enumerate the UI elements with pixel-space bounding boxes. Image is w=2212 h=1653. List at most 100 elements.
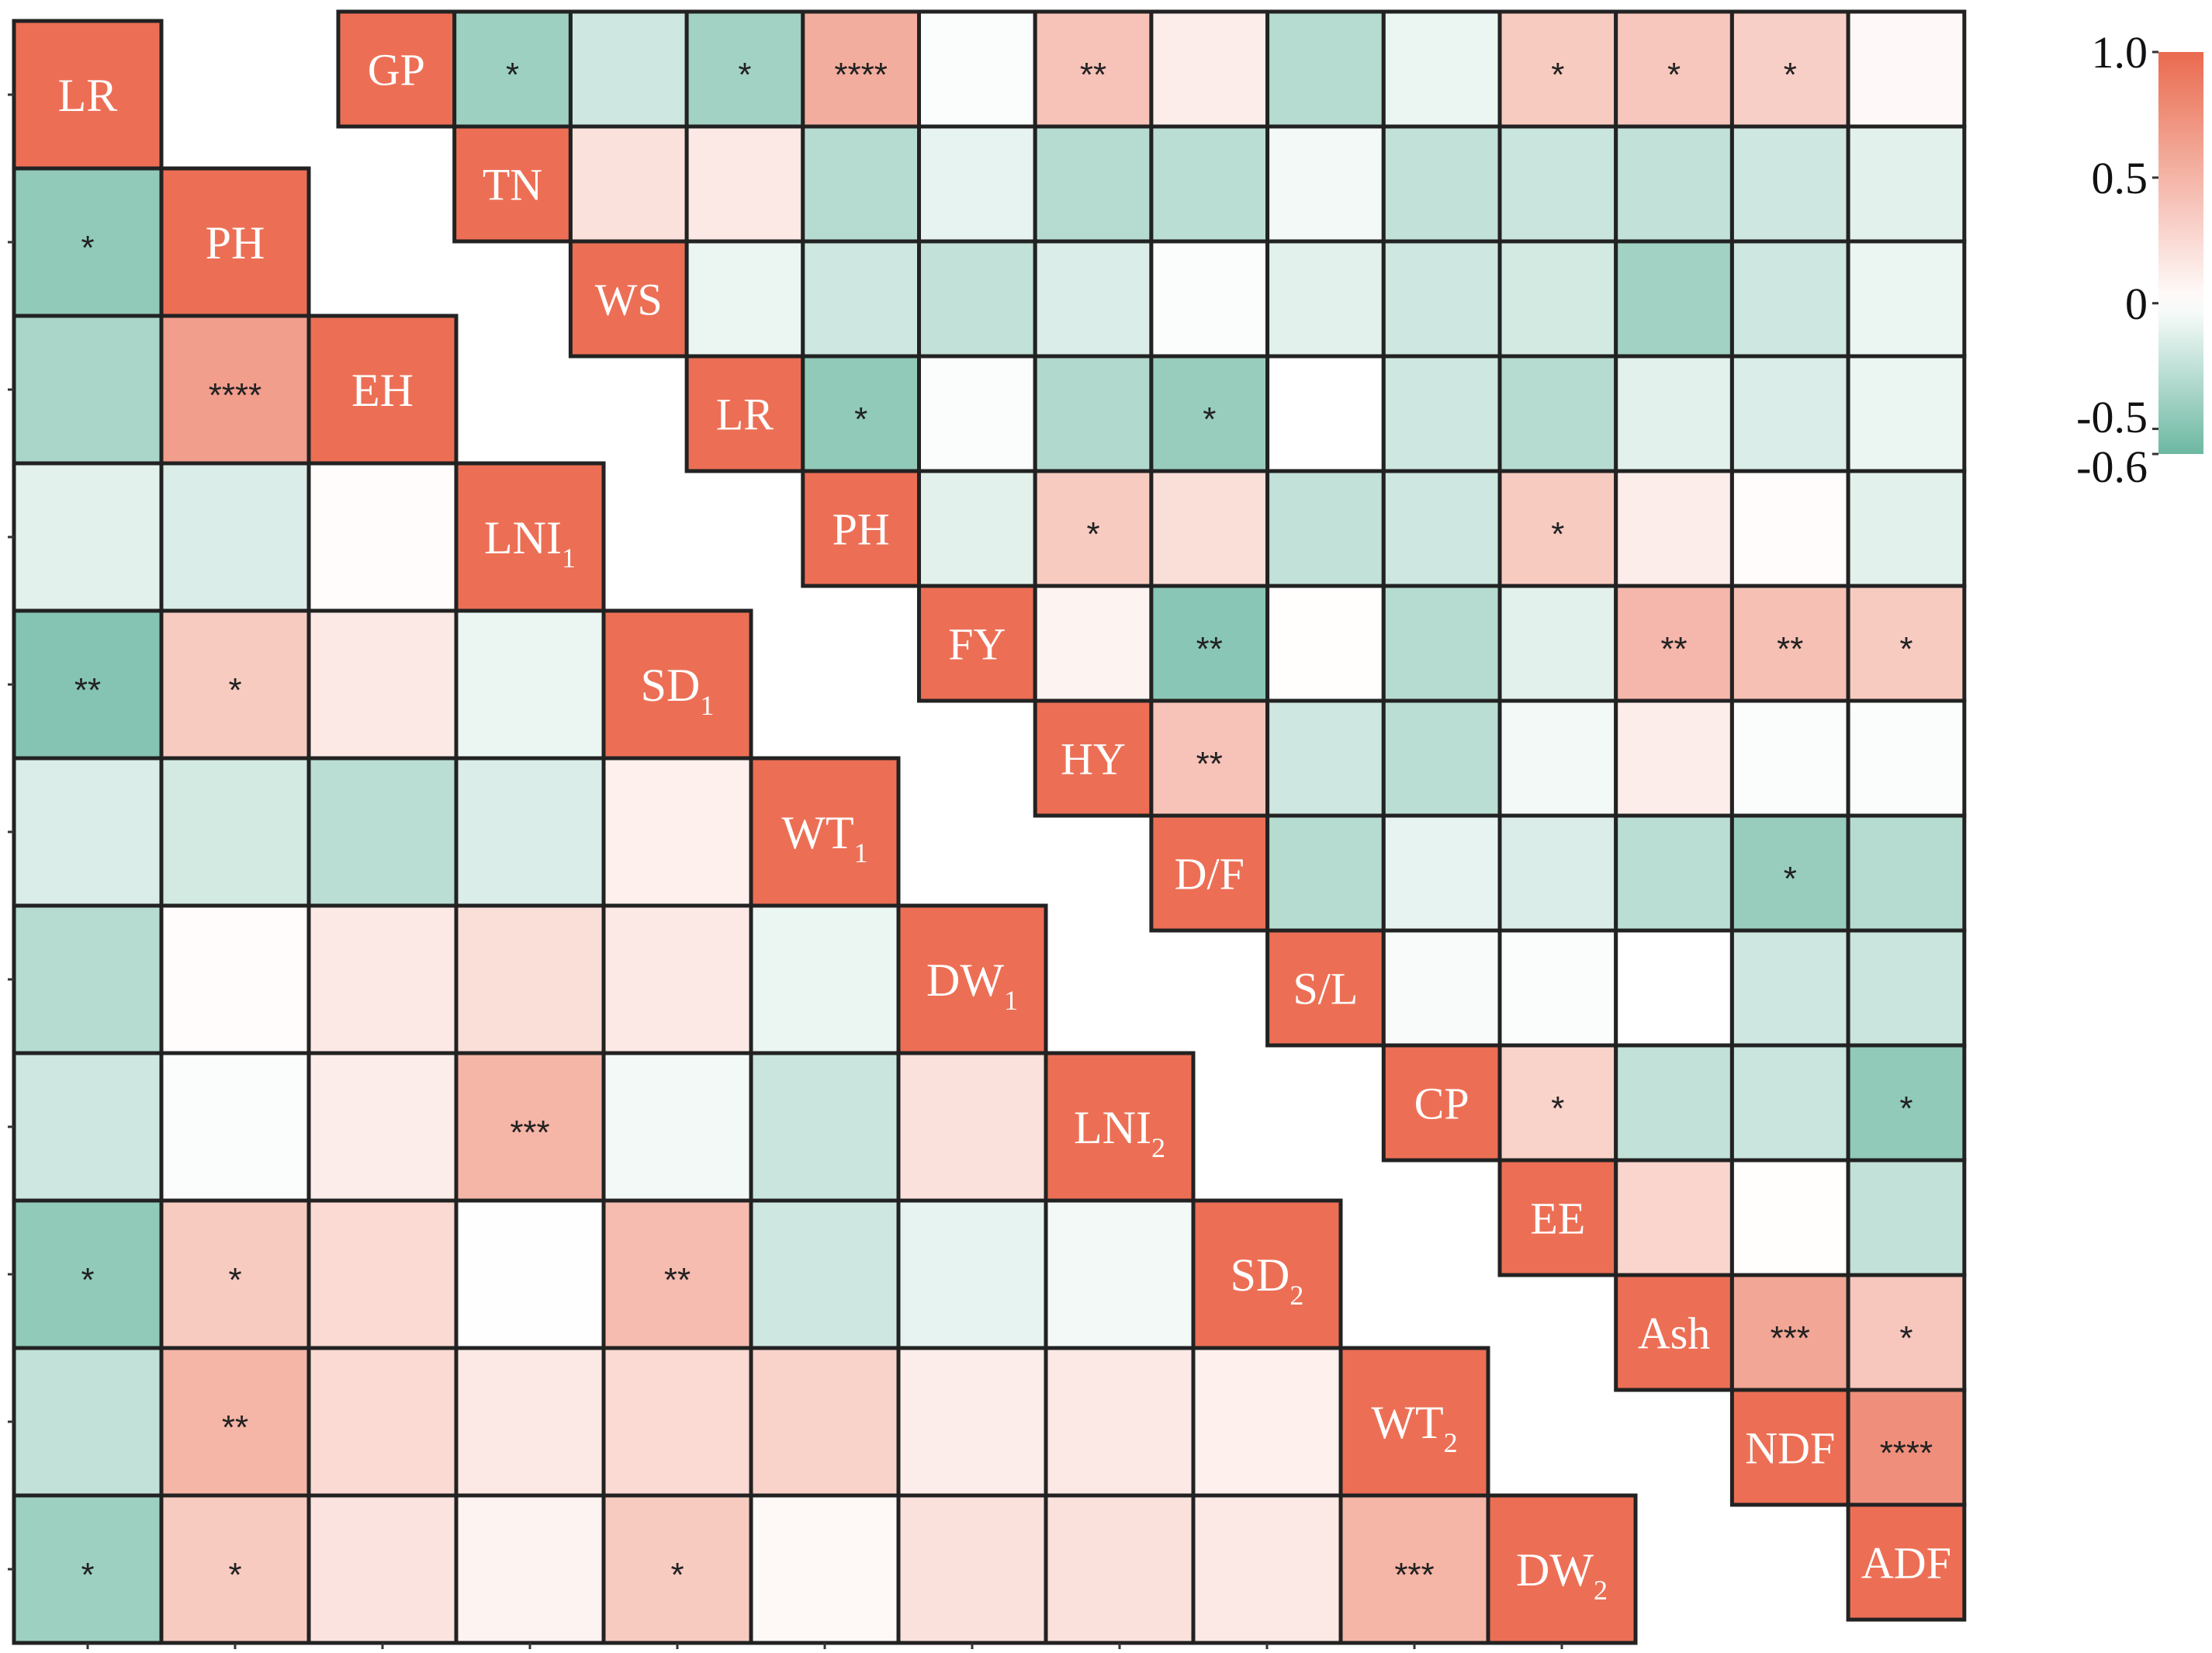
variable-label: PH [833, 504, 890, 554]
variable-label-text: EE [1530, 1193, 1585, 1243]
right-heatmap-cell [1265, 124, 1386, 244]
right-heatmap-cell [1614, 9, 1734, 129]
right-heatmap-cell [568, 9, 689, 129]
right-heatmap-cell [1149, 698, 1270, 818]
right-diagonal-cell [801, 469, 922, 588]
left-heatmap-cell [601, 1346, 753, 1498]
variable-label: Ash [1638, 1308, 1710, 1358]
significance-mark: * [738, 56, 751, 94]
left-heatmap-cell [454, 1198, 606, 1350]
left-heatmap-cell [159, 461, 311, 613]
variable-label-text: DW [926, 955, 1004, 1006]
right-heatmap-cell [801, 239, 922, 359]
right-heatmap-cell [917, 354, 1037, 473]
left-heatmap-cell [1191, 1493, 1343, 1645]
variable-label-text: ADF [1861, 1537, 1951, 1588]
right-heatmap-cell [1729, 928, 1850, 1048]
significance-mark: *** [510, 1114, 549, 1152]
right-heatmap-cell [1381, 469, 1502, 588]
significance-mark: **** [1880, 1434, 1933, 1472]
significance-mark: ** [74, 671, 101, 709]
right-heatmap-cell [1265, 698, 1386, 818]
right-diagonal-cell [1497, 1158, 1618, 1277]
left-heatmap-cell [454, 608, 606, 761]
left-heatmap-cell [306, 1198, 459, 1350]
right-diagonal-cell [1729, 1388, 1850, 1507]
variable-label-subscript: 1 [1004, 985, 1018, 1016]
variable-label: NDF [1745, 1423, 1835, 1473]
significance-mark: * [1899, 1090, 1913, 1128]
right-heatmap-cell [1614, 239, 1734, 359]
variable-label-text: GP [368, 44, 425, 95]
right-heatmap-cell [1497, 928, 1618, 1048]
left-heatmap-cell [749, 1051, 901, 1203]
left-heatmap-cell [306, 1051, 459, 1203]
left-heatmap-cell [159, 608, 311, 761]
variable-label: WS [595, 274, 663, 324]
left-diagonal-cell [1338, 1346, 1490, 1498]
significance-mark: * [670, 1556, 684, 1594]
right-heatmap-cell [1846, 813, 1967, 933]
variable-label: SD2 [1231, 1249, 1304, 1311]
right-diagonal-cell [1265, 928, 1386, 1048]
significance-mark: * [228, 1556, 241, 1594]
significance-mark: * [854, 400, 867, 438]
right-heatmap-cell [1265, 584, 1386, 703]
significance-mark: ** [1660, 630, 1687, 668]
variable-label: EE [1530, 1193, 1585, 1243]
variable-label-text: LR [58, 70, 118, 121]
variable-label-text: LNI [1074, 1102, 1151, 1153]
right-heatmap-cell [568, 124, 689, 244]
right-heatmap-cell [917, 469, 1037, 588]
right-heatmap-cell [1846, 239, 1967, 359]
right-heatmap-cell [1729, 813, 1850, 933]
variable-label-subscript: 2 [1594, 1575, 1608, 1606]
variable-label-text: WT [1371, 1397, 1443, 1448]
right-heatmap-cell [1033, 584, 1154, 703]
right-heatmap-cell [1614, 928, 1734, 1048]
variable-label-subscript: 1 [562, 542, 576, 574]
variable-label-text: LR [716, 389, 774, 439]
left-heatmap-cell [306, 1493, 459, 1645]
left-heatmap-cell [601, 1051, 753, 1203]
significance-mark: * [1203, 400, 1216, 438]
right-heatmap-cell [1497, 9, 1618, 129]
right-heatmap-cell [1846, 1388, 1967, 1507]
left-heatmap-cell [749, 1493, 901, 1645]
variable-label-text: WS [595, 274, 663, 324]
left-heatmap-cell [12, 903, 164, 1055]
right-diagonal-cell [1614, 1273, 1734, 1392]
variable-label-text: TN [483, 159, 542, 210]
significance-mark: * [228, 671, 241, 709]
colorbar-tick-label: -0.5 [2076, 392, 2148, 442]
right-heatmap-cell [1033, 124, 1154, 244]
variable-label-text: LNI [484, 512, 562, 563]
right-heatmap-cell [917, 124, 1037, 244]
colorbar-tick-label: 1.0 [2092, 27, 2148, 78]
left-heatmap-cell [601, 903, 753, 1055]
significance-mark: * [81, 229, 94, 267]
right-heatmap-cell [1729, 354, 1850, 473]
left-heatmap-cell [896, 1051, 1048, 1203]
left-diagonal-cell [1486, 1493, 1638, 1645]
variable-label: LNI1 [484, 512, 576, 574]
left-diagonal-cell [601, 608, 753, 761]
right-heatmap-cell [1497, 354, 1618, 473]
colorbar [2158, 52, 2203, 454]
right-heatmap-cell [452, 9, 573, 129]
left-heatmap-cell [749, 1346, 901, 1498]
left-heatmap-cell [1044, 1493, 1196, 1645]
right-heatmap-cell [1614, 1158, 1734, 1277]
left-diagonal-cell [896, 903, 1048, 1055]
left-heatmap-cell [1044, 1198, 1196, 1350]
right-heatmap-cell [1846, 469, 1967, 588]
variable-label: SD1 [641, 660, 715, 721]
variable-label-subscript: 1 [854, 837, 868, 868]
right-heatmap-cell [1033, 239, 1154, 359]
significance-mark: * [1899, 1319, 1913, 1357]
variable-label-text: CP [1414, 1078, 1469, 1128]
right-heatmap-cell [1497, 813, 1618, 933]
left-heatmap-cell [306, 903, 459, 1055]
right-heatmap-cell [1846, 928, 1967, 1048]
